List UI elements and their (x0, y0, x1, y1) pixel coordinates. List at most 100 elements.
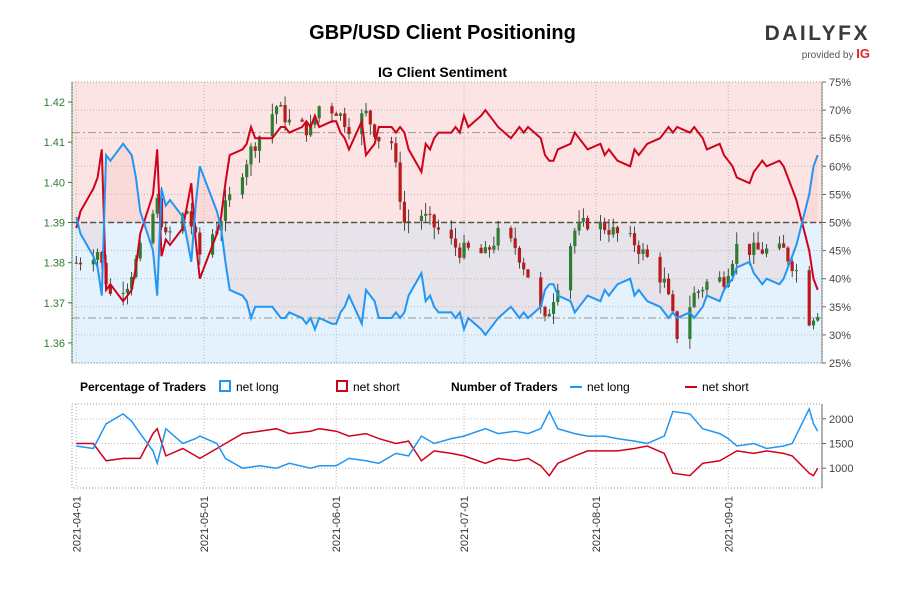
candle-body-17 (181, 213, 185, 232)
candle-body-59 (428, 213, 432, 215)
candle-body-60 (432, 214, 436, 228)
candle-body-91 (615, 227, 620, 234)
candle-body-29 (249, 146, 253, 165)
candle-body-119 (786, 247, 790, 262)
candle-body-45 (343, 113, 347, 128)
legend-pct-long: net long (219, 380, 279, 394)
price-tick-label-4: 1.40 (44, 177, 65, 189)
candle-body-57 (419, 215, 424, 222)
candle-body-115 (760, 249, 764, 254)
candle-body-38 (304, 121, 308, 136)
candle-body-6 (108, 284, 112, 294)
candle-body-63 (453, 238, 458, 248)
chart-subtitle: IG Client Sentiment (377, 64, 508, 80)
candle-body-83 (573, 230, 577, 247)
candle-body-111 (735, 243, 739, 264)
candle-body-42 (330, 106, 334, 114)
candle-body-120 (790, 261, 794, 272)
sent-tick-label-9: 70% (829, 105, 851, 117)
price-tick-label-5: 1.41 (44, 137, 65, 149)
candle-body-102 (688, 307, 692, 340)
x-tick-label-1: 2021-05-01 (199, 496, 211, 552)
candle-body-71 (496, 227, 500, 246)
chart-title: GBP/USD Client Positioning (309, 22, 576, 44)
candle-body-16 (168, 231, 172, 233)
legend-num-title: Number of Traders (451, 380, 558, 394)
num-tick-label-1: 1500 (829, 439, 853, 451)
price-tick-label-0: 1.36 (44, 338, 65, 350)
price-tick-label-3: 1.39 (44, 218, 65, 230)
candle-body-69 (488, 247, 492, 250)
candle-body-12 (151, 213, 155, 243)
candle-body-65 (462, 242, 466, 258)
candle-body-62 (449, 229, 453, 239)
net-short-zone (72, 82, 822, 223)
candle-body-100 (671, 294, 675, 312)
candle-body-95 (641, 249, 645, 254)
traders-net-short-line (76, 427, 819, 477)
candle-body-82 (568, 246, 573, 291)
price-tick-label-2: 1.38 (44, 258, 65, 270)
candle-body-28 (245, 164, 249, 178)
candle-body-98 (662, 278, 666, 283)
candle-body-101 (675, 311, 679, 340)
candle-body-105 (701, 289, 705, 292)
candle-body-94 (637, 245, 641, 254)
candle-body-33 (274, 106, 279, 115)
legend-num-short-label: net short (702, 380, 749, 394)
candle-body-2 (91, 259, 95, 265)
candle-body-0 (74, 262, 78, 264)
candle-body-103 (692, 292, 696, 308)
candle-body-76 (526, 269, 530, 278)
candle-body-61 (436, 227, 441, 230)
price-tick-label-1: 1.37 (44, 298, 65, 310)
candle-body-58 (424, 213, 428, 216)
candle-body-40 (313, 118, 317, 125)
candle-body-36 (287, 119, 291, 123)
sent-tick-label-1: 30% (829, 330, 851, 342)
candle-body-53 (394, 143, 398, 163)
num-tick-label-2: 2000 (829, 414, 853, 426)
candle-body-21 (198, 232, 202, 255)
brand-byline: provided by IG (760, 46, 870, 61)
candle-body-66 (466, 242, 470, 248)
brand-provided-by: provided by (801, 50, 854, 61)
legend-pct-long-label: net long (236, 380, 279, 394)
candle-body-73 (513, 238, 517, 248)
candle-body-79 (547, 313, 551, 317)
candle-body-75 (522, 262, 526, 270)
legend-pct-title: Percentage of Traders (80, 380, 207, 394)
candle-body-108 (722, 277, 726, 287)
sent-tick-label-2: 35% (829, 302, 851, 314)
candle-body-123 (811, 320, 816, 326)
sent-tick-label-8: 65% (829, 133, 851, 145)
candle-body-110 (730, 263, 735, 276)
candle-body-67 (479, 247, 483, 254)
candle-body-64 (458, 247, 462, 258)
legend-pct-short: net short (336, 380, 400, 394)
sentiment-net-long-line (75, 142, 819, 337)
candle-body-90 (611, 227, 615, 235)
candle-body-121 (794, 270, 799, 272)
candle-body-25 (223, 200, 228, 221)
candle-body-19 (189, 211, 193, 227)
candle-body-114 (756, 242, 760, 250)
candle-body-77 (539, 277, 543, 307)
sent-tick-label-7: 60% (829, 161, 851, 173)
candle-body-80 (551, 302, 556, 314)
candle-body-89 (607, 230, 611, 235)
sent-tick-label-0: 25% (829, 358, 851, 370)
candle-body-122 (807, 270, 811, 326)
candle-body-113 (752, 242, 756, 255)
candle-body-55 (402, 201, 406, 223)
candle-body-37 (300, 119, 304, 122)
candle-body-41 (317, 106, 321, 119)
candle-body-3 (95, 252, 100, 260)
candle-body-78 (543, 306, 547, 317)
sent-tick-label-6: 55% (829, 189, 851, 201)
legend: Percentage of Traders net long net short… (80, 380, 840, 396)
candle-body-88 (603, 221, 607, 231)
candle-body-72 (509, 227, 513, 239)
candle-body-117 (777, 243, 781, 249)
